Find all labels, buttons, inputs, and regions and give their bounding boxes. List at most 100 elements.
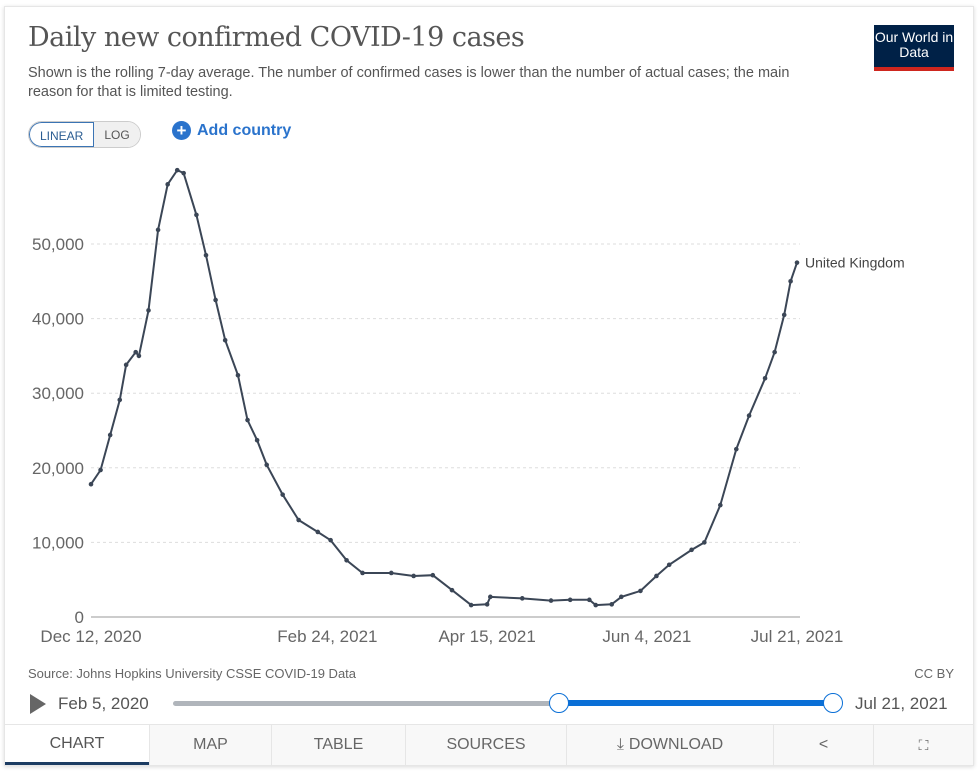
data-point xyxy=(468,602,474,608)
data-point xyxy=(587,597,592,603)
scale-toggle: LINEAR LOG xyxy=(28,121,141,148)
data-point xyxy=(781,312,787,318)
line-chart: 0 10,000 20,000 30,000 40,000 50,000 Dec 12, 2… xyxy=(32,167,905,646)
y-tick-label: 0 xyxy=(75,608,84,627)
tab-label: CHART xyxy=(49,734,105,752)
data-point xyxy=(254,437,260,443)
data-point xyxy=(388,570,394,576)
tab-download[interactable]: ⤓ DOWNLOAD xyxy=(566,725,773,765)
y-tick-label: 50,000 xyxy=(32,235,84,254)
data-point xyxy=(484,602,490,607)
source-text[interactable]: Source: Johns Hopkins University CSSE CO… xyxy=(28,666,357,681)
data-point xyxy=(296,517,301,523)
data-point xyxy=(593,602,599,608)
tab-label: DOWNLOAD xyxy=(628,736,724,753)
data-point xyxy=(567,597,573,603)
data-point xyxy=(488,594,493,600)
data-point xyxy=(264,462,270,468)
data-point xyxy=(194,212,199,218)
add-country-button[interactable]: + Add country xyxy=(172,121,291,140)
data-point xyxy=(609,602,615,607)
data-point xyxy=(133,349,139,355)
data-point xyxy=(794,260,800,265)
license-text[interactable]: CC BY xyxy=(914,666,954,681)
y-tick-label: 10,000 xyxy=(32,533,84,552)
data-point xyxy=(618,594,624,600)
x-tick-label: Jun 4, 2021 xyxy=(602,627,691,646)
data-point xyxy=(203,252,209,258)
x-tick-label: Dec 12, 2020 xyxy=(40,627,141,646)
data-point xyxy=(213,297,218,303)
data-point xyxy=(181,170,186,176)
timeline-end-handle[interactable] xyxy=(823,693,843,713)
tab-map[interactable]: MAP xyxy=(149,725,271,765)
timeline-start-handle[interactable] xyxy=(549,693,569,713)
download-icon: ⤓ xyxy=(616,736,624,753)
fullscreen-button[interactable]: ⛶ xyxy=(873,725,973,765)
data-point xyxy=(165,182,170,187)
tab-label: SOURCES xyxy=(446,736,526,753)
data-point xyxy=(88,481,94,487)
data-point xyxy=(117,397,123,403)
data-point xyxy=(222,337,228,343)
series-label: United Kingdom xyxy=(805,255,905,271)
data-point xyxy=(430,572,436,578)
tab-sources[interactable]: SOURCES xyxy=(405,725,566,765)
share-icon: < xyxy=(818,736,829,753)
data-point xyxy=(638,588,643,594)
log-button[interactable]: LOG xyxy=(94,122,140,147)
timeline-end-label: Jul 21, 2021 xyxy=(855,694,948,713)
data-point xyxy=(666,562,672,568)
data-point xyxy=(772,349,777,355)
page-title: Daily new confirmed COVID-19 cases xyxy=(28,22,525,53)
data-point xyxy=(762,375,768,381)
data-point xyxy=(519,596,525,601)
data-point xyxy=(315,529,321,535)
data-point xyxy=(654,573,659,579)
data-point xyxy=(689,547,694,553)
y-tick-label: 30,000 xyxy=(32,384,84,403)
x-tick-label: Feb 24, 2021 xyxy=(277,627,377,646)
x-tick-label: Apr 15, 2021 xyxy=(438,627,535,646)
data-point xyxy=(174,167,180,173)
data-point xyxy=(146,308,151,313)
data-point xyxy=(344,558,349,563)
tab-table[interactable]: TABLE xyxy=(271,725,405,765)
linear-button[interactable]: LINEAR xyxy=(29,122,95,147)
data-point xyxy=(245,417,250,423)
data-point xyxy=(123,362,129,368)
tab-bar: CHART MAP TABLE SOURCES ⤓ DOWNLOAD < ⛶ xyxy=(5,724,973,765)
timeline-selected-range xyxy=(559,700,833,706)
data-point xyxy=(746,413,752,418)
tab-label: TABLE xyxy=(313,736,364,753)
timeline-start-label: Feb 5, 2020 xyxy=(58,694,149,713)
data-point xyxy=(155,227,161,233)
y-tick-label: 20,000 xyxy=(32,459,84,478)
fullscreen-icon: ⛶ xyxy=(918,736,929,753)
chart-card xyxy=(4,6,974,766)
play-icon[interactable] xyxy=(30,694,46,714)
data-point xyxy=(235,372,241,378)
timeline-track[interactable] xyxy=(173,701,833,706)
data-point xyxy=(107,432,113,438)
data-point xyxy=(718,502,723,508)
plus-circle-icon: + xyxy=(172,121,191,140)
owid-logo[interactable]: Our World in Data xyxy=(874,25,954,71)
tab-label: MAP xyxy=(193,736,228,753)
series-line xyxy=(90,168,798,607)
data-point xyxy=(449,587,455,593)
data-point xyxy=(328,537,333,543)
subtitle: Shown is the rolling 7-day average. The … xyxy=(28,65,790,100)
data-point xyxy=(702,540,707,545)
data-point xyxy=(360,570,365,576)
x-tick-label: Jul 21, 2021 xyxy=(751,627,844,646)
logo-text: Our World in Data xyxy=(874,29,954,60)
data-point xyxy=(411,573,416,579)
data-point xyxy=(788,279,793,284)
share-button[interactable]: < xyxy=(773,725,873,765)
data-point xyxy=(548,598,554,603)
tab-chart[interactable]: CHART xyxy=(5,725,149,765)
data-point xyxy=(280,492,285,497)
data-point xyxy=(136,353,142,359)
y-tick-label: 40,000 xyxy=(32,310,84,329)
